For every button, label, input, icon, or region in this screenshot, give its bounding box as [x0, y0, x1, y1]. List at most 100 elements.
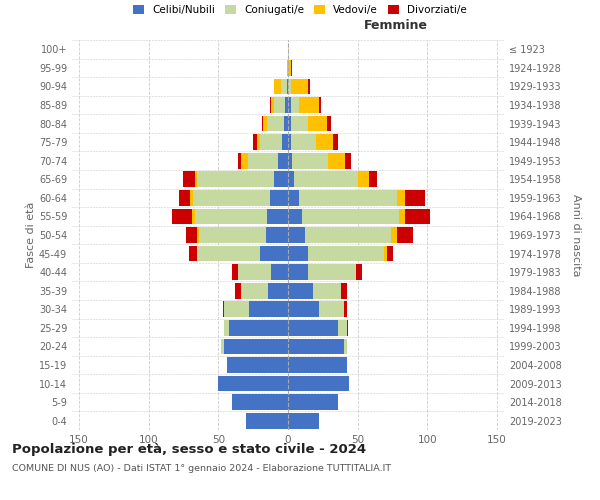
Bar	[288, 227, 305, 243]
Bar	[405, 208, 430, 224]
Bar	[229, 320, 288, 336]
Text: Popolazione per età, sesso e stato civile - 2024: Popolazione per età, sesso e stato civil…	[12, 442, 366, 456]
Bar	[184, 172, 194, 187]
Bar	[327, 116, 331, 132]
Bar	[308, 246, 384, 262]
Bar	[197, 246, 260, 262]
Bar	[192, 208, 194, 224]
Bar	[288, 283, 313, 298]
Bar	[356, 264, 362, 280]
Bar	[193, 190, 270, 206]
Legend: Celibi/Nubili, Coniugati/e, Vedovi/e, Divorziati/e: Celibi/Nubili, Coniugati/e, Vedovi/e, Di…	[133, 5, 467, 15]
Bar	[288, 172, 293, 187]
Bar	[260, 246, 288, 262]
Bar	[189, 246, 197, 262]
Bar	[278, 153, 288, 168]
Bar	[288, 97, 291, 113]
Bar	[288, 302, 319, 317]
Bar	[288, 246, 308, 262]
Bar	[344, 338, 347, 354]
Bar	[274, 78, 281, 94]
Bar	[345, 153, 351, 168]
Bar	[274, 172, 288, 187]
Bar	[271, 264, 288, 280]
Y-axis label: Anni di nascita: Anni di nascita	[571, 194, 581, 276]
Bar	[387, 246, 392, 262]
Bar	[274, 97, 285, 113]
Bar	[338, 320, 347, 336]
Bar	[299, 97, 319, 113]
Bar	[224, 320, 229, 336]
Bar	[302, 208, 400, 224]
Bar	[288, 134, 291, 150]
Bar	[238, 264, 271, 280]
Bar	[263, 116, 267, 132]
Bar	[270, 190, 288, 206]
Bar	[287, 78, 288, 94]
Bar	[227, 357, 288, 373]
Bar	[288, 153, 292, 168]
Bar	[224, 338, 288, 354]
Bar	[190, 190, 193, 206]
Bar	[235, 283, 241, 298]
Bar	[291, 134, 316, 150]
Bar	[246, 413, 288, 428]
Bar	[281, 78, 287, 94]
Bar	[292, 153, 328, 168]
Bar	[260, 134, 283, 150]
Bar	[238, 153, 241, 168]
Bar	[288, 208, 302, 224]
Bar	[179, 190, 190, 206]
Bar	[199, 227, 266, 243]
Bar	[283, 134, 288, 150]
Bar	[308, 264, 356, 280]
Bar	[257, 134, 260, 150]
Bar	[288, 78, 291, 94]
Y-axis label: Fasce di età: Fasce di età	[26, 202, 36, 268]
Bar	[270, 97, 271, 113]
Bar	[288, 357, 347, 373]
Bar	[308, 78, 310, 94]
Bar	[328, 153, 345, 168]
Bar	[288, 320, 338, 336]
Bar	[197, 227, 199, 243]
Bar	[291, 116, 308, 132]
Bar	[288, 264, 308, 280]
Bar	[319, 97, 322, 113]
Bar	[291, 97, 299, 113]
Bar	[172, 208, 192, 224]
Bar	[397, 190, 405, 206]
Bar	[266, 227, 288, 243]
Bar	[313, 283, 341, 298]
Bar	[288, 394, 338, 410]
Bar	[288, 338, 344, 354]
Bar	[253, 134, 257, 150]
Bar	[293, 172, 358, 187]
Bar	[305, 227, 391, 243]
Bar	[232, 394, 288, 410]
Bar	[288, 116, 291, 132]
Bar	[369, 172, 377, 187]
Text: COMUNE DI NUS (AO) - Dati ISTAT 1° gennaio 2024 - Elaborazione TUTTITALIA.IT: COMUNE DI NUS (AO) - Dati ISTAT 1° genna…	[12, 464, 391, 473]
Bar	[397, 227, 413, 243]
Bar	[285, 97, 288, 113]
Bar	[316, 134, 332, 150]
Bar	[248, 153, 278, 168]
Bar	[194, 208, 267, 224]
Bar	[194, 172, 197, 187]
Bar	[267, 116, 284, 132]
Bar	[218, 376, 288, 392]
Bar	[288, 190, 299, 206]
Bar	[232, 264, 238, 280]
Bar	[284, 116, 288, 132]
Bar	[186, 227, 197, 243]
Bar	[384, 246, 387, 262]
Bar	[249, 302, 288, 317]
Bar	[224, 302, 249, 317]
Bar	[332, 134, 338, 150]
Bar	[287, 60, 288, 76]
Bar	[241, 283, 268, 298]
Bar	[221, 338, 224, 354]
Bar	[405, 190, 425, 206]
Bar	[400, 208, 405, 224]
